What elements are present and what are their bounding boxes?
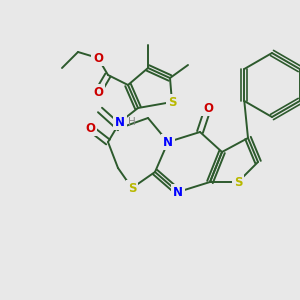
Text: O: O <box>93 52 103 64</box>
Text: H: H <box>128 117 136 127</box>
Text: N: N <box>115 116 125 128</box>
Text: O: O <box>85 122 95 134</box>
Text: O: O <box>93 85 103 98</box>
Text: N: N <box>173 185 183 199</box>
Text: S: S <box>168 95 176 109</box>
Text: S: S <box>128 182 136 194</box>
Text: N: N <box>163 136 173 148</box>
Text: O: O <box>203 101 213 115</box>
Text: S: S <box>234 176 242 188</box>
